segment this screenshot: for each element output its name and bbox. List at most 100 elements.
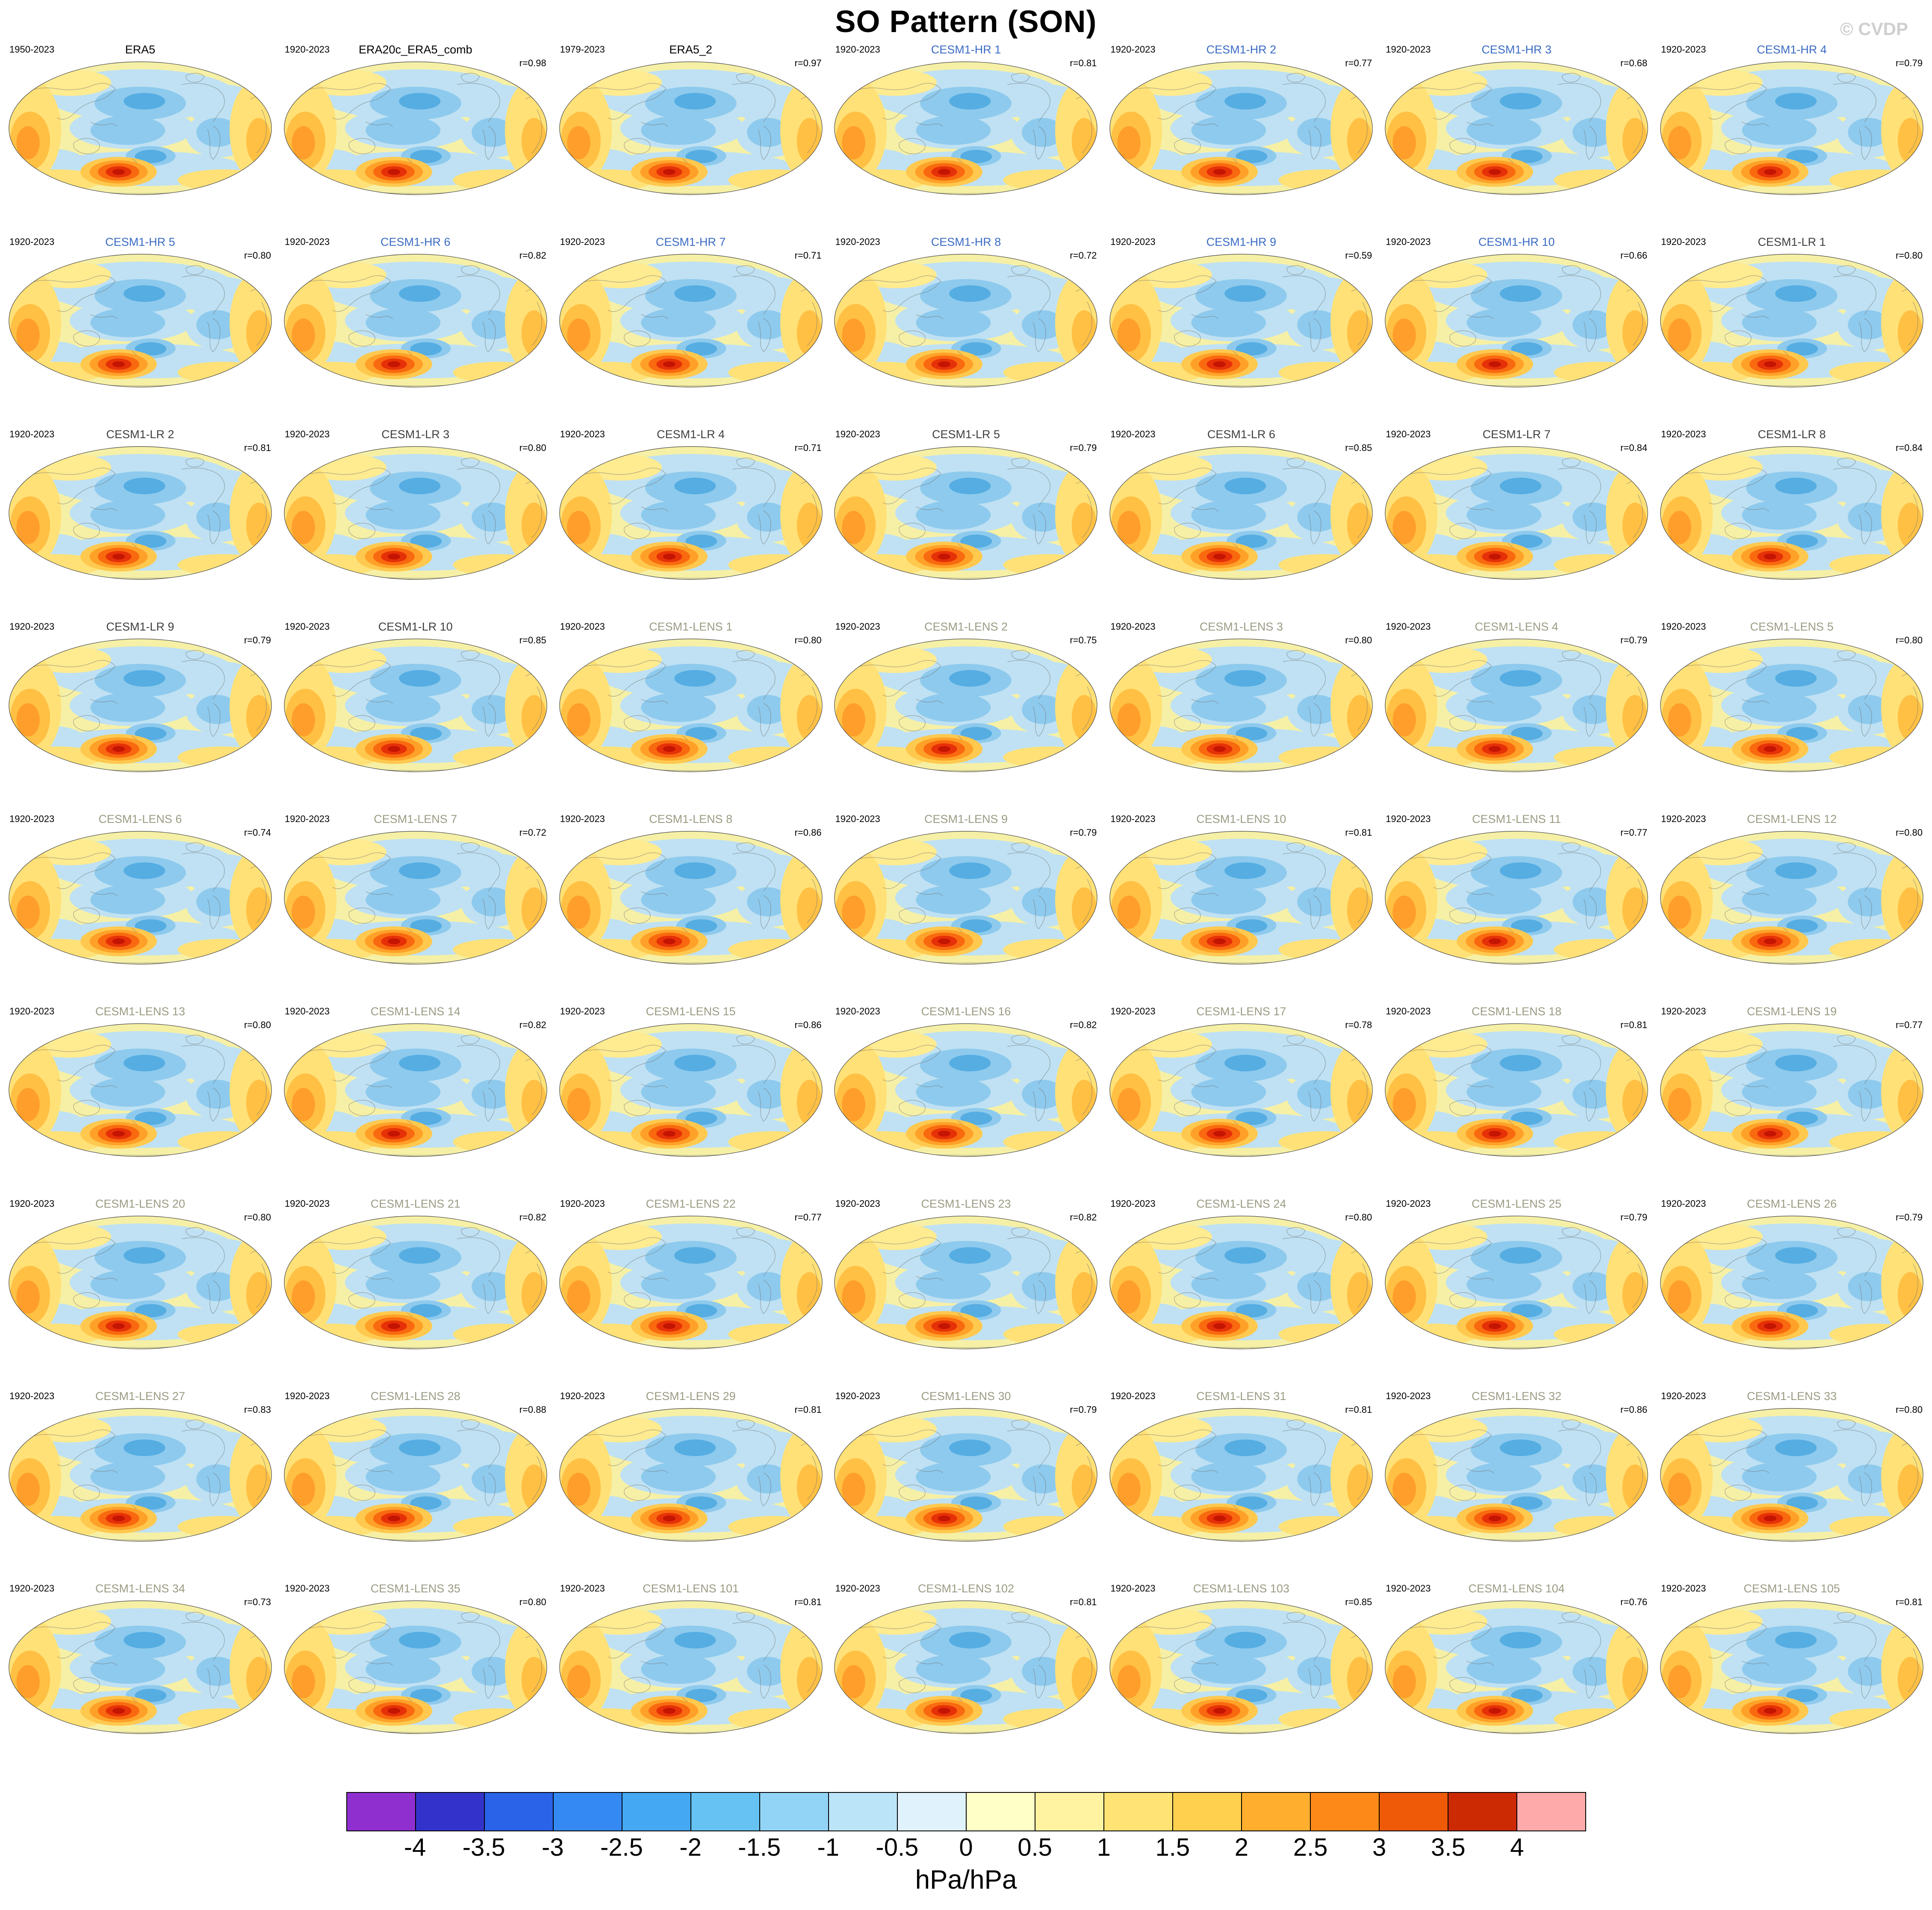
panel-title: CESM1-LENS 12 [1747, 812, 1837, 825]
panel-years: 1920-2023 [9, 621, 55, 632]
world-map [833, 442, 1099, 584]
map-panel: 1920-2023 CESM1-LR 6 r=0.85 [1103, 426, 1379, 618]
panel-title: CESM1-LR 5 [932, 427, 1000, 441]
panel-title: CESM1-LENS 29 [646, 1389, 736, 1403]
colorbar-tick: 1 [1097, 1833, 1111, 1861]
world-map [1383, 57, 1649, 199]
world-map [1659, 57, 1925, 199]
panel-years: 1920-2023 [284, 1583, 330, 1594]
panel-r-value: r=0.71 [794, 250, 822, 261]
map-panel: 1920-2023 CESM1-LR 2 r=0.81 [3, 426, 278, 618]
panel-r-value: r=0.82 [519, 1211, 546, 1223]
panel-r-value: r=0.81 [1895, 1596, 1923, 1607]
panel-header: 1920-2023 CESM1-LENS 12 r=0.80 [1654, 812, 1929, 838]
panel-header: 1920-2023 CESM1-LENS 105 r=0.81 [1654, 1582, 1929, 1607]
panel-header: 1920-2023 CESM1-LENS 102 r=0.81 [829, 1582, 1104, 1607]
panel-r-value: r=0.86 [794, 827, 822, 838]
panel-r-value: r=0.80 [244, 1211, 271, 1223]
world-map [1108, 827, 1374, 969]
panel-years: 1920-2023 [9, 1198, 55, 1209]
world-map [7, 827, 273, 969]
map-panel: 1920-2023 CESM1-LENS 103 r=0.85 [1103, 1580, 1379, 1772]
colorbar-block: -4 -3.5 -3 -2.5 -2 -1.5 -1 -0.5 0 0.5 1 1.5 2 2.5 3 3.5… [0, 1792, 1932, 1895]
colorbar-cell [829, 1792, 898, 1830]
panel-title: CESM1-HR 7 [655, 235, 726, 248]
world-map [7, 1596, 273, 1738]
panel-years: 1920-2023 [1386, 236, 1431, 247]
panel-r-value: r=0.76 [1620, 1596, 1648, 1607]
panel-title: CESM1-LENS 28 [370, 1389, 460, 1403]
map-panel: 1920-2023 CESM1-LENS 33 r=0.80 [1654, 1388, 1929, 1580]
colorbar-tick: -2.5 [600, 1833, 643, 1861]
colorbar-cell [347, 1792, 416, 1830]
world-map [1383, 634, 1649, 776]
panel-title: CESM1-LENS 15 [646, 1005, 736, 1018]
colorbar-tick: 3 [1372, 1833, 1386, 1861]
panel-years: 1920-2023 [1110, 1198, 1156, 1209]
map-panel: 1920-2023 CESM1-LENS 2 r=0.75 [829, 618, 1104, 811]
panel-title: CESM1-LENS 21 [370, 1197, 460, 1210]
panel-r-value: r=0.72 [1070, 250, 1097, 261]
panel-title: CESM1-LR 8 [1758, 427, 1826, 441]
colorbar-tick: 0 [959, 1833, 973, 1861]
panel-header: 1920-2023 CESM1-LENS 7 r=0.72 [278, 812, 553, 838]
panel-r-value: r=0.82 [519, 1019, 546, 1030]
panel-years: 1920-2023 [560, 1198, 605, 1209]
panel-r-value: r=0.80 [1345, 634, 1372, 646]
panel-title: CESM1-LR 3 [381, 427, 450, 441]
panel-title: CESM1-LENS 33 [1747, 1389, 1837, 1403]
map-panel: 1920-2023 CESM1-HR 1 r=0.81 [829, 41, 1104, 233]
panel-r-value: r=0.80 [519, 442, 546, 453]
world-map [1383, 1019, 1649, 1161]
map-panel: 1920-2023 CESM1-LENS 21 r=0.82 [278, 1195, 553, 1388]
panel-r-value: r=0.85 [1345, 442, 1372, 453]
world-map [1659, 1019, 1925, 1161]
world-map [1108, 1211, 1374, 1353]
map-panel: 1920-2023 CESM1-LENS 31 r=0.81 [1103, 1388, 1379, 1580]
panel-r-value: r=0.81 [1620, 1019, 1648, 1030]
panel-grid: 1950-2023 ERA5 1920-2023 ERA20c_ERA5_com… [0, 41, 1932, 1772]
panel-years: 1920-2023 [9, 428, 55, 439]
world-map [833, 827, 1099, 969]
panel-r-value: r=0.84 [1895, 442, 1923, 453]
panel-title: CESM1-LENS 13 [95, 1005, 185, 1018]
panel-header: 1920-2023 CESM1-LR 10 r=0.85 [278, 620, 553, 646]
panel-header: 1920-2023 CESM1-HR 5 r=0.80 [3, 235, 278, 261]
panel-r-value: r=0.80 [1345, 1211, 1372, 1223]
panel-r-value: r=0.80 [244, 1019, 271, 1030]
map-panel: 1920-2023 ERA20c_ERA5_comb r=0.98 [278, 41, 553, 233]
panel-header: 1920-2023 CESM1-LENS 14 r=0.82 [278, 1005, 553, 1030]
world-map [7, 57, 273, 199]
panel-title: CESM1-LENS 103 [1193, 1582, 1289, 1595]
panel-title: CESM1-HR 10 [1478, 235, 1555, 248]
panel-header: 1920-2023 CESM1-LR 2 r=0.81 [3, 427, 278, 453]
panel-years: 1920-2023 [835, 1198, 880, 1209]
map-panel: 1920-2023 CESM1-LENS 22 r=0.77 [553, 1195, 829, 1388]
panel-title: CESM1-HR 4 [1757, 43, 1827, 56]
map-panel: 1920-2023 CESM1-HR 5 r=0.80 [3, 233, 278, 426]
panel-years: 1920-2023 [835, 1005, 880, 1017]
panel-title: CESM1-LENS 5 [1750, 620, 1834, 633]
colorbar-cell [1310, 1792, 1380, 1830]
panel-title: CESM1-LENS 26 [1747, 1197, 1837, 1210]
colorbar-cell [484, 1792, 554, 1830]
panel-years: 1920-2023 [9, 813, 55, 824]
panel-title: CESM1-LR 9 [106, 620, 174, 633]
world-map [1108, 250, 1374, 392]
panel-title: CESM1-LENS 24 [1196, 1197, 1286, 1210]
panel-years: 1920-2023 [1110, 621, 1156, 632]
map-panel: 1920-2023 CESM1-LENS 19 r=0.77 [1654, 1003, 1929, 1195]
panel-title: CESM1-LENS 10 [1196, 812, 1286, 825]
panel-header: 1920-2023 CESM1-LENS 29 r=0.81 [553, 1389, 829, 1415]
panel-header: 1920-2023 CESM1-LR 4 r=0.71 [553, 427, 829, 453]
panel-years: 1920-2023 [1661, 44, 1706, 55]
panel-r-value: r=0.77 [1895, 1019, 1923, 1030]
panel-header: 1920-2023 CESM1-LENS 19 r=0.77 [1654, 1005, 1929, 1030]
panel-r-value: r=0.81 [794, 1596, 822, 1607]
panel-title: CESM1-LENS 8 [649, 812, 733, 825]
panel-r-value: r=0.68 [1620, 57, 1648, 68]
panel-title: CESM1-LENS 27 [95, 1389, 185, 1403]
map-panel: 1920-2023 CESM1-LR 8 r=0.84 [1654, 426, 1929, 618]
panel-years: 1920-2023 [1661, 1005, 1706, 1017]
panel-title: CESM1-LENS 11 [1472, 812, 1561, 825]
